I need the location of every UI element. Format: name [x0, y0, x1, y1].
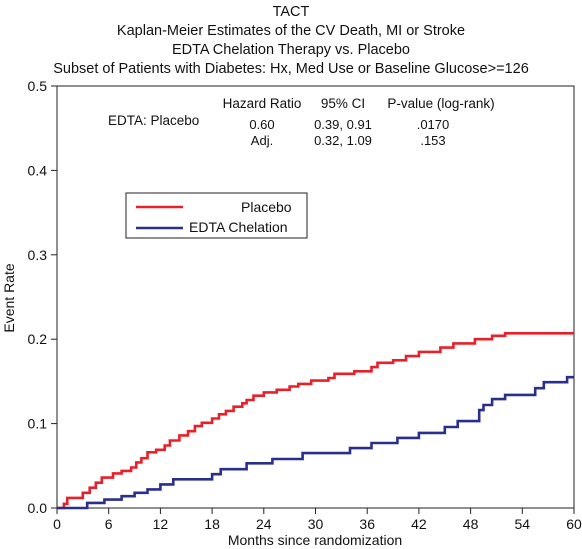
x-tick-label: 36 — [359, 516, 375, 532]
x-tick-label: 42 — [411, 516, 427, 532]
chart-title-0: TACT — [272, 4, 310, 20]
stats-cell-adj: Adj. — [251, 133, 273, 148]
y-tick-label: 0.0 — [28, 500, 48, 516]
x-tick-label: 54 — [515, 516, 531, 532]
stats-header-pvalue: P-value (log-rank) — [387, 96, 494, 111]
chart-titles: TACT Kaplan-Meier Estimates of the CV De… — [0, 0, 582, 79]
x-tick-label: 48 — [463, 516, 479, 532]
legend-label-edta: EDTA Chelation — [189, 219, 288, 235]
x-tick-label: 6 — [105, 516, 113, 532]
stats-cell-hr: 0.60 — [249, 117, 274, 132]
series-layer — [57, 332, 574, 510]
stats-header-hazard-ratio: Hazard Ratio — [223, 96, 302, 111]
y-axis-label: Event Rate — [1, 263, 17, 332]
legend: Placebo EDTA Chelation — [125, 192, 308, 239]
stats-cell-ci: 0.39, 0.91 — [314, 117, 372, 132]
y-tick-label: 0.4 — [28, 162, 48, 178]
y-tick-label: 0.1 — [28, 416, 48, 432]
x-tick-label: 30 — [308, 516, 324, 532]
series-line-placebo — [57, 332, 574, 510]
stats-cell-adj-ci: 0.32, 1.09 — [314, 133, 372, 148]
axes-layer: 0 6 12 18 24 30 36 42 48 54 60 0.0 0.1 0.2 0.3 0.4 0.5 — [28, 78, 582, 532]
x-tick-label: 18 — [204, 516, 220, 532]
chart-title-2: EDTA Chelation Therapy vs. Placebo — [171, 42, 411, 58]
series-line-edta — [57, 375, 574, 510]
stats-row-label: EDTA: Placebo — [108, 113, 199, 128]
plot-frame — [56, 85, 575, 509]
y-tick-label: 0.3 — [28, 247, 48, 263]
stats-table: Hazard Ratio 95% CI P-value (log-rank) E… — [108, 96, 495, 148]
chart-title-3: Subset of Patients with Diabetes: Hx, Me… — [53, 61, 529, 77]
stats-cell-adj-pvalue: .153 — [420, 133, 445, 148]
x-tick-label: 60 — [566, 516, 582, 532]
stats-header-ci: 95% CI — [321, 96, 365, 111]
x-tick-label: 12 — [153, 516, 169, 532]
x-tick-label: 0 — [53, 516, 61, 532]
legend-box — [125, 192, 308, 239]
x-tick-label: 24 — [256, 516, 272, 532]
x-axis-label: Months since randomization — [228, 532, 402, 548]
stats-cell-pvalue: .0170 — [417, 117, 450, 132]
y-tick-label: 0.2 — [28, 331, 48, 347]
chart-title-1: Kaplan-Meier Estimates of the CV Death, … — [116, 23, 466, 39]
y-tick-label: 0.5 — [28, 78, 48, 94]
legend-label-placebo: Placebo — [241, 199, 292, 215]
